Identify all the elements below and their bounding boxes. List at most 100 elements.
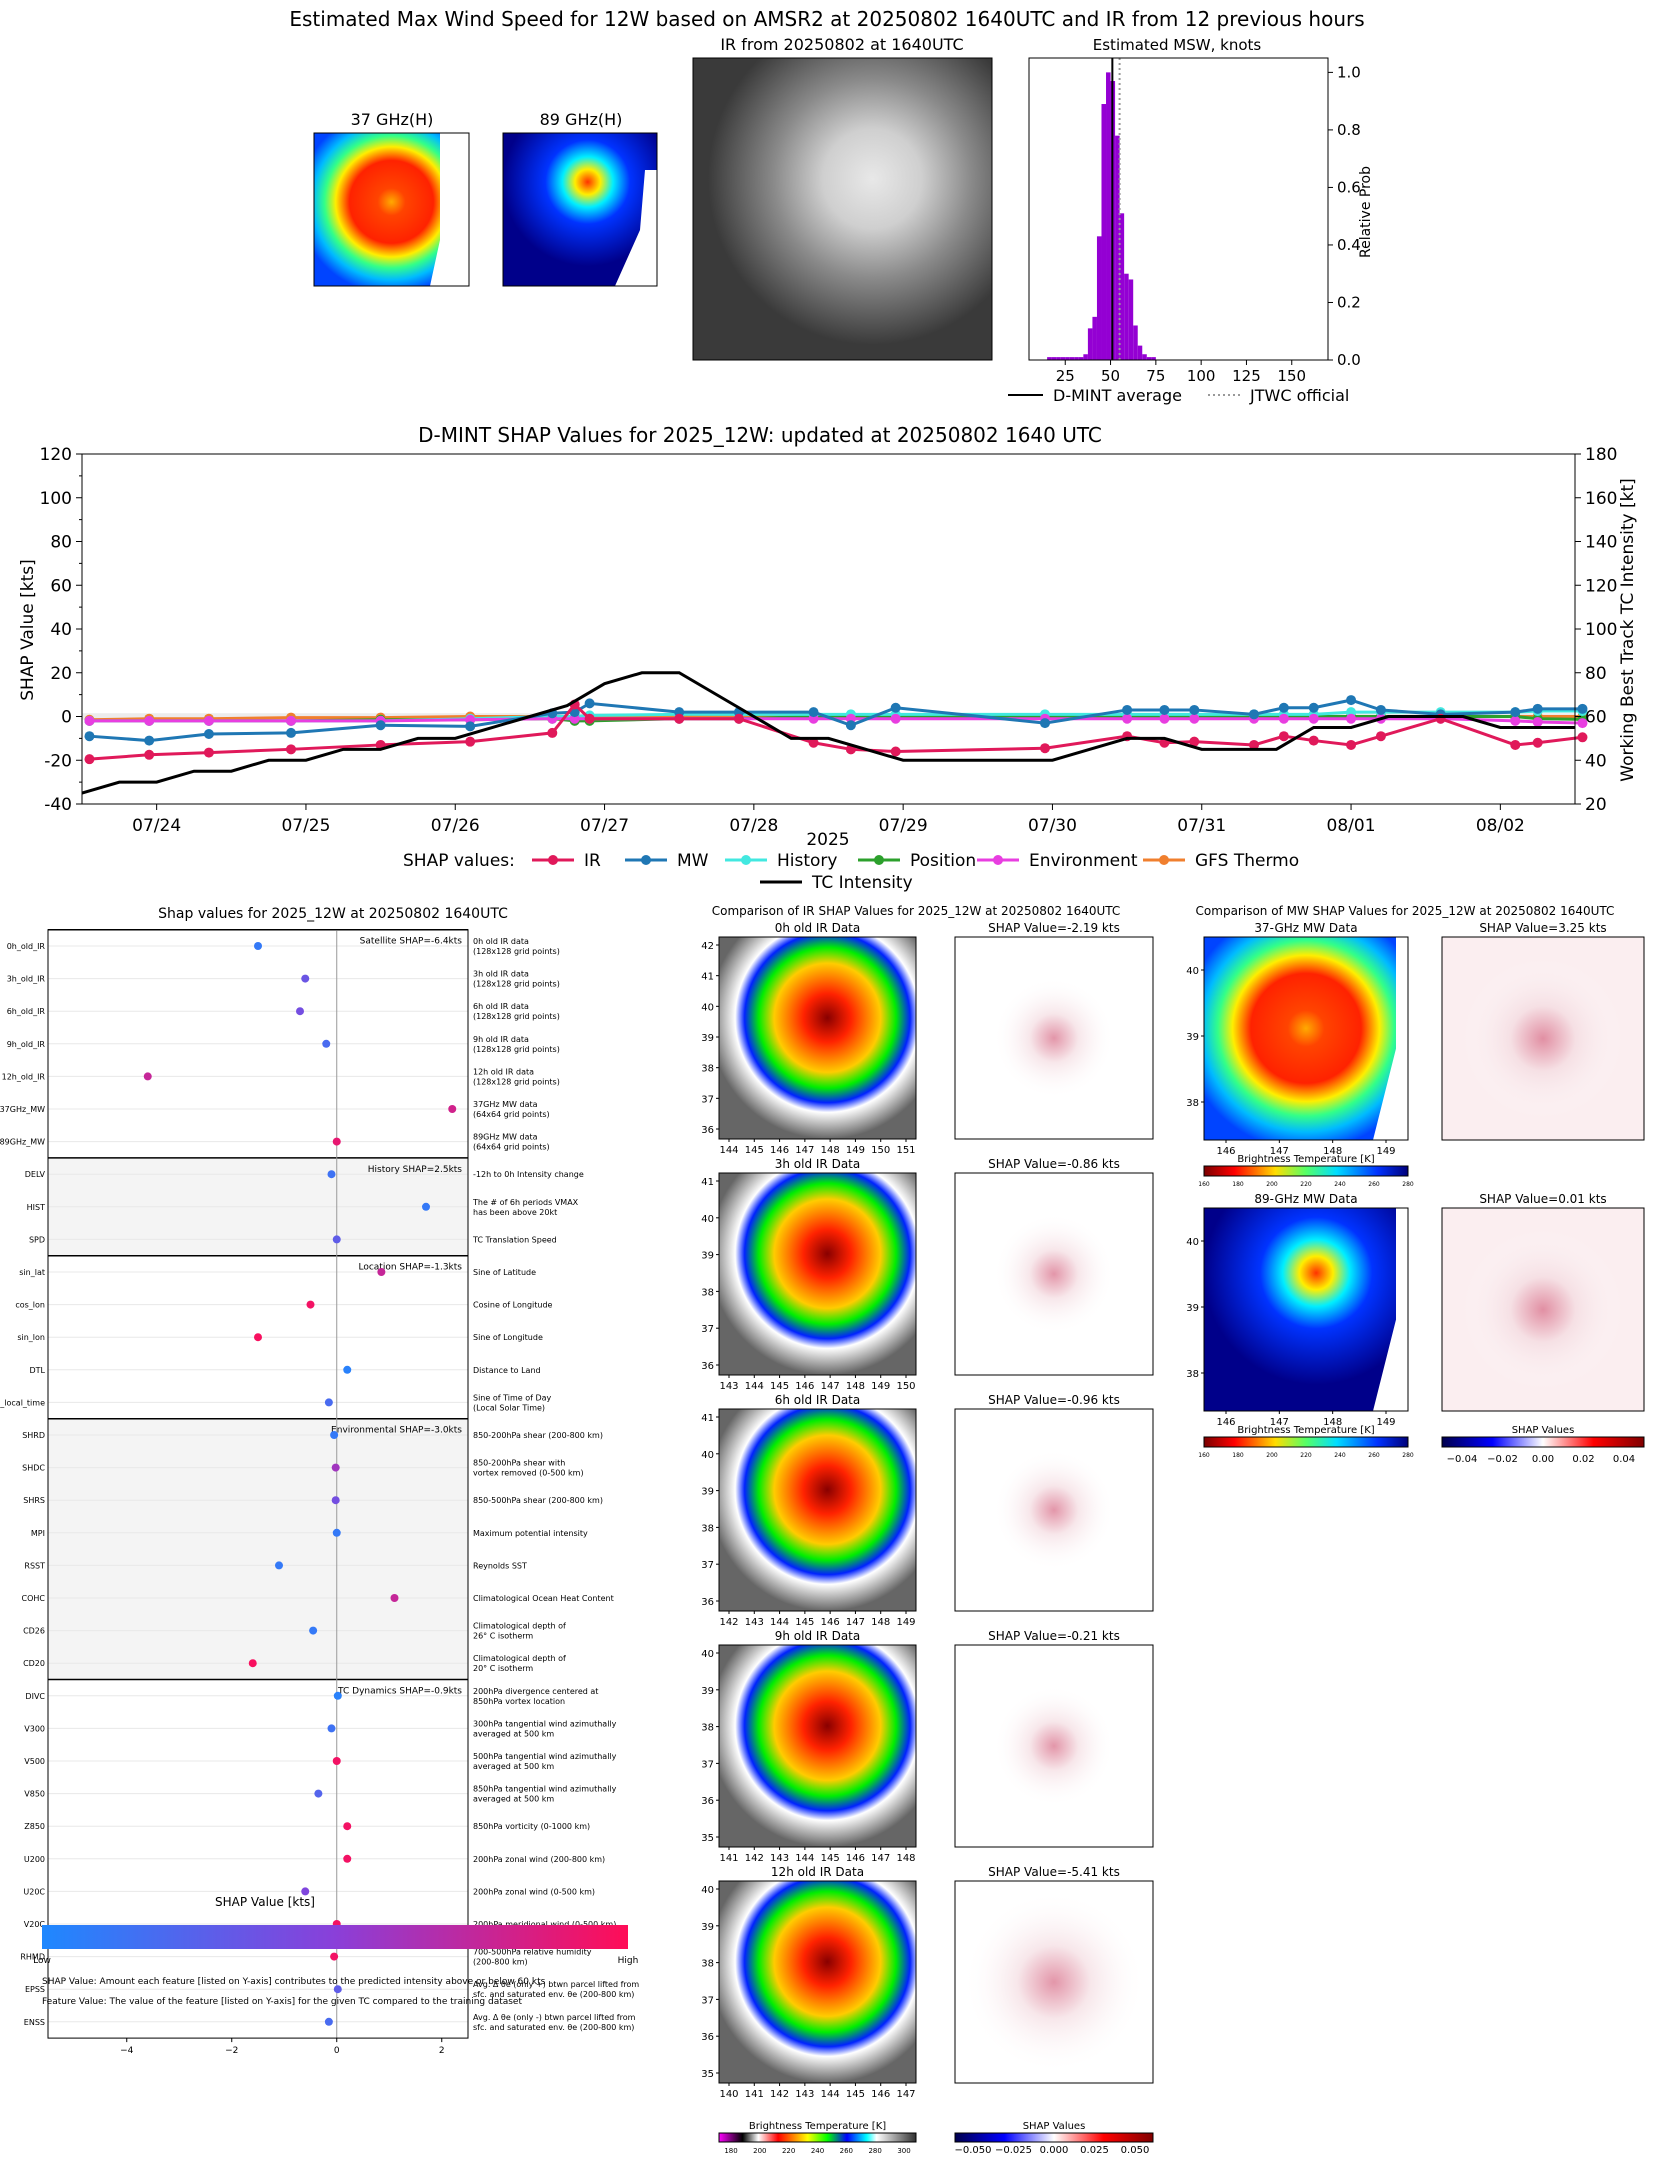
- ir-xtick-label: 146: [795, 1381, 814, 1392]
- ir-ytick-label: 38: [701, 1723, 714, 1734]
- hist-bar: [1142, 354, 1147, 360]
- feature-desc: Cosine of Longitude: [473, 1301, 553, 1310]
- feature-name: U20C: [23, 1887, 45, 1896]
- shap-feature-plot: Satellite SHAP=-6.4kts History SHAP=2.5kt…: [0, 928, 639, 2056]
- ir-bt-tick: 260: [840, 2147, 853, 2155]
- mw-panel-mask: [1373, 937, 1408, 1140]
- mw-bt-tick: 180: [1232, 1452, 1244, 1459]
- mw-shap-colorbar-label: SHAP Values: [1512, 1425, 1575, 1436]
- series-point-environment: [1278, 713, 1289, 724]
- feature-desc: (200-800 km): [473, 1958, 528, 1967]
- ir-xtick-label: 149: [896, 1617, 915, 1628]
- ir-xtick-label: 141: [719, 1853, 738, 1864]
- series-point-ir: [84, 754, 95, 765]
- mid-ylabel-left: SHAP Value [kts]: [18, 559, 38, 701]
- feature-desc: Sine of Longitude: [473, 1333, 543, 1342]
- feature-desc: 700-500hPa relative humidity: [473, 1948, 592, 1957]
- feature-desc: averaged at 500 km: [473, 1795, 554, 1804]
- ir-panel-title: 0h old IR Data: [775, 921, 861, 935]
- ir-shap-frame: [954, 1644, 1154, 1848]
- panel-37-mask: [430, 133, 469, 286]
- ir-xtick-label: 146: [871, 2089, 890, 2100]
- series-point-ir: [584, 713, 595, 724]
- feature-desc: (Local Solar Time): [473, 1403, 545, 1412]
- ir-panel-image: [719, 937, 916, 1139]
- series-point-mw: [1308, 702, 1319, 713]
- feature-point: [377, 1268, 386, 1276]
- feature-name: RHMD: [20, 1953, 45, 1962]
- feature-desc: 89GHz MW data: [473, 1133, 538, 1142]
- hist-ytick-label: 0.0: [1337, 351, 1361, 369]
- feature-desc: Reynolds SST: [473, 1561, 527, 1570]
- feature-point: [248, 1659, 257, 1668]
- feature-name: sin_local_time: [0, 1398, 45, 1407]
- feature-name: COHC: [22, 1594, 46, 1603]
- mid-ytick-label-right: 60: [1585, 708, 1607, 728]
- ir-xtick-label: 145: [821, 1853, 840, 1864]
- mw-shap-colorbar: [1441, 1436, 1645, 1448]
- ir-ytick-label: 37: [701, 1094, 714, 1105]
- mid-legend-label: TC Intensity: [811, 873, 913, 893]
- ir-xtick-label: 145: [846, 2089, 865, 2100]
- feature-point: [275, 1561, 283, 1570]
- ir-panel-frame: [718, 1408, 917, 1612]
- mid-ytick-label-right: 40: [1585, 751, 1607, 771]
- mw-bt-tick: 240: [1334, 1452, 1346, 1459]
- ir-shap-tick: 0.050: [1121, 2145, 1150, 2156]
- ir-xtick-label: 148: [896, 1853, 915, 1864]
- hist-xtick-label: 100: [1187, 367, 1216, 385]
- feature-desc: 20° C isotherm: [473, 1664, 533, 1673]
- ir-ytick-label: 40: [701, 1450, 714, 1461]
- series-point-ir: [1278, 731, 1289, 742]
- feature-desc: (128x128 grid points): [473, 1012, 560, 1021]
- feature-desc: Distance to Land: [473, 1366, 541, 1375]
- series-point-environment: [1308, 713, 1319, 724]
- series-point-ir: [1577, 732, 1588, 743]
- ir-xtick-label: 142: [745, 1853, 764, 1864]
- hist-bar: [1101, 104, 1107, 361]
- group-band: [48, 1418, 468, 1680]
- mw-xtick-label: 146: [1216, 1417, 1235, 1428]
- ir-xtick-label: 147: [821, 1381, 840, 1392]
- feature-desc: averaged at 500 km: [473, 1729, 554, 1738]
- ir-shap-frame: [954, 936, 1154, 1140]
- mw-bt-colorbar-label: Brightness Temperature [K]: [1237, 1154, 1374, 1165]
- feature-desc: 500hPa tangential wind azimuthally: [473, 1752, 617, 1761]
- mid-xtick-label: 07/25: [281, 816, 330, 836]
- mw-bt-tick: 280: [1402, 1452, 1414, 1459]
- mid-ytick-label: 100: [40, 489, 72, 509]
- feature-point: [254, 942, 262, 950]
- mw-xtick-label: 147: [1270, 1417, 1289, 1428]
- ir-xtick-label: 143: [770, 1853, 789, 1864]
- mw-bt-tick: 260: [1368, 1181, 1380, 1188]
- ir-shap-title: SHAP Value=-0.21 kts: [988, 1629, 1120, 1643]
- feature-point: [324, 2017, 333, 2026]
- mw-shap-tick: −0.04: [1447, 1454, 1478, 1465]
- series-point-mw: [1346, 695, 1357, 706]
- feature-xtick-label: 0: [334, 2046, 340, 2056]
- feature-desc: 200hPa zonal wind (0-500 km): [473, 1887, 595, 1896]
- mid-legend-marker: [741, 855, 751, 865]
- feature-value-colorbar: [42, 1925, 628, 1949]
- mid-ytick-label: -40: [44, 795, 72, 815]
- mw-panel-frame: [1203, 936, 1409, 1141]
- mid-legend-label: IR: [584, 851, 601, 871]
- hist-ylabel: Relative Prob: [1358, 166, 1374, 258]
- mid-xtick-label: 07/31: [1177, 816, 1226, 836]
- ir-xtick-label: 144: [770, 1617, 789, 1628]
- mid-ytick-label-right: 20: [1585, 795, 1607, 815]
- feature-point: [327, 1170, 336, 1179]
- series-point-environment: [144, 715, 155, 726]
- mw-shap-image: [1461, 1228, 1625, 1391]
- mid-legend: SHAP values: IR MW History Position Environm…: [403, 851, 1299, 893]
- ir-ytick-label: 41: [701, 1413, 714, 1424]
- series-point-mw: [1249, 709, 1260, 720]
- feature-name: Z850: [24, 1822, 45, 1831]
- ir-panel-image: [719, 1173, 916, 1375]
- ir-shap-tick: 0.000: [1040, 2145, 1069, 2156]
- ir-xtick-label: 146: [846, 1853, 865, 1864]
- hist-ytick-label: 0.6: [1337, 178, 1361, 196]
- mw-shap-tick: 0.00: [1532, 1454, 1554, 1465]
- ir-panel-frame: [718, 936, 917, 1140]
- feature-desc: 850hPa vorticity (0-1000 km): [473, 1822, 590, 1831]
